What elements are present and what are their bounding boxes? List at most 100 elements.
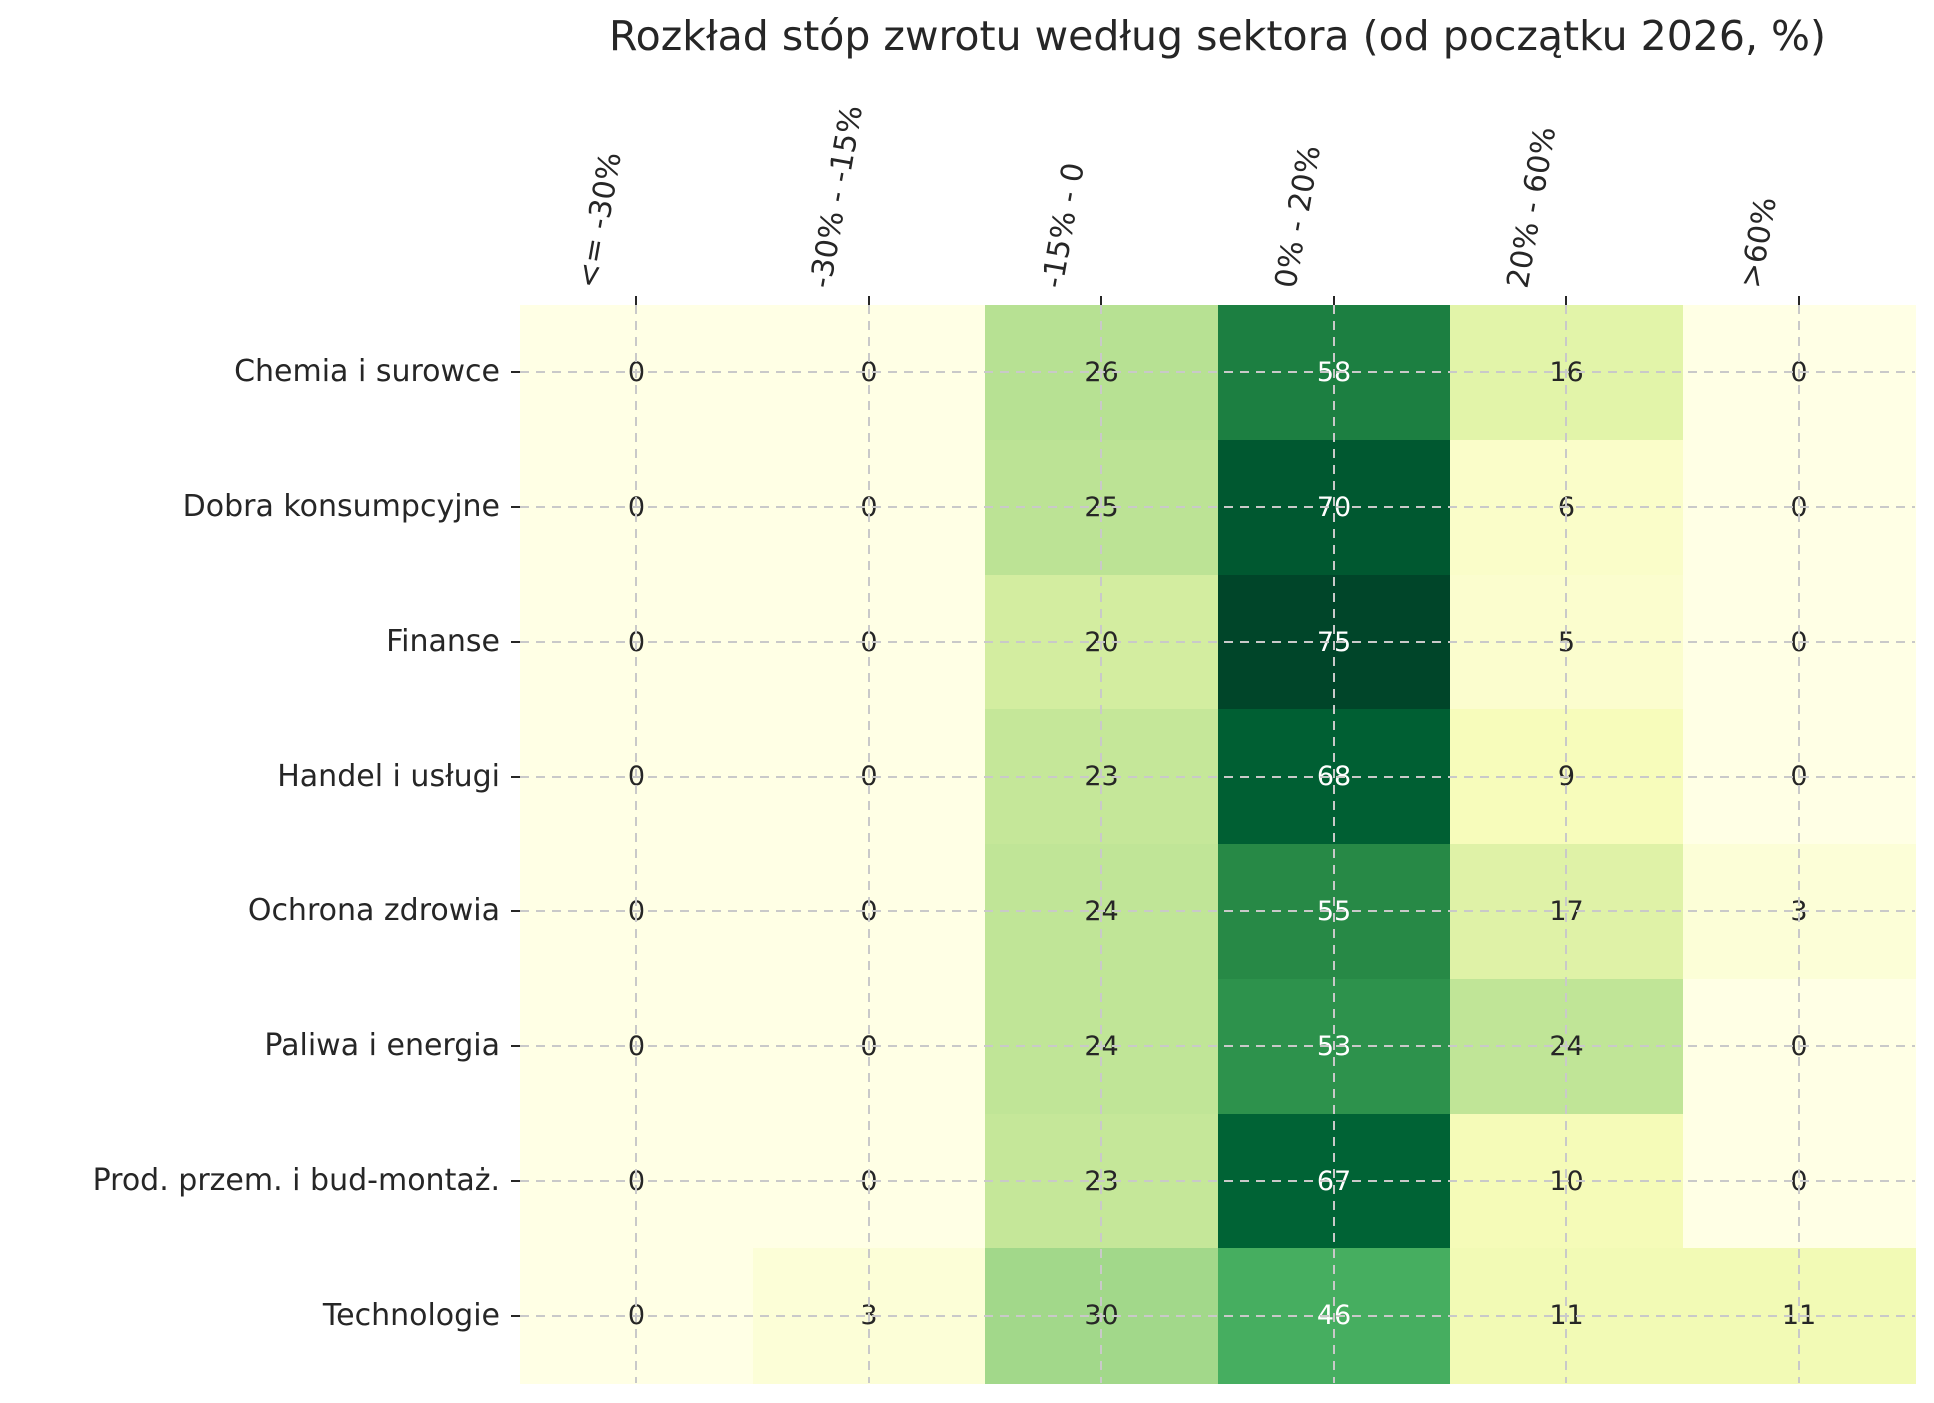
cell-value: 0: [1790, 491, 1808, 523]
heatmap-cell: 0: [520, 439, 753, 575]
cell-value: 26: [1084, 357, 1119, 389]
heatmap-cell: 26: [985, 305, 1218, 441]
x-tick: [1332, 296, 1335, 305]
heatmap-cell: 67: [1217, 1113, 1451, 1249]
heatmap-cell: 5: [1450, 574, 1683, 710]
cell-value: 9: [1557, 761, 1576, 793]
cell-value: 0: [627, 1030, 646, 1062]
cell-value: 67: [1316, 1165, 1352, 1197]
row-label: Finanse: [386, 623, 500, 659]
cell-value: 20: [1084, 626, 1119, 658]
cell-value: 0: [860, 357, 878, 389]
cell-value: 0: [1790, 626, 1808, 658]
cell-value: 0: [1790, 1030, 1808, 1062]
y-tick: [511, 910, 520, 913]
heatmap-cell: 0: [1682, 709, 1916, 845]
heatmap-cell: 17: [1450, 844, 1683, 980]
cell-value: 46: [1316, 1300, 1352, 1332]
heatmap-cell: 0: [752, 305, 986, 441]
heatmap-cell: 0: [752, 439, 986, 575]
heatmap-cell: 53: [1217, 978, 1451, 1114]
cell-value: 23: [1084, 761, 1119, 793]
plot-area: 0 0 26 58 16 0 0 0 25 70 6 0 0 0 20 75 5 0 0 0 23 68 9 0 0 0 24 55 1…: [520, 305, 1916, 1384]
column-label: >60%: [1733, 194, 1784, 291]
cell-value: 0: [627, 626, 646, 658]
cell-value: 68: [1316, 761, 1352, 793]
x-tick: [1797, 296, 1800, 305]
x-tick: [1100, 296, 1103, 305]
cell-value: 30: [1084, 1300, 1119, 1332]
cell-value: 75: [1316, 626, 1352, 658]
heatmap-cell: 25: [985, 439, 1218, 575]
cell-value: 70: [1316, 491, 1352, 523]
row-label: Chemia i surowce: [234, 354, 500, 390]
heatmap-cell: 0: [520, 844, 753, 980]
column-label: 20% - 60%: [1500, 123, 1564, 291]
heatmap-cell: 0: [752, 844, 986, 980]
heatmap-cell: 23: [985, 1113, 1218, 1249]
heatmap-cell: 0: [752, 574, 986, 710]
cell-value: 11: [1549, 1300, 1584, 1332]
heatmap-cell: 46: [1217, 1248, 1451, 1384]
heatmap-cell: 55: [1217, 844, 1451, 980]
heatmap-cell: 11: [1682, 1248, 1916, 1384]
heatmap-cell: 11: [1450, 1248, 1683, 1384]
heatmap-cell: 58: [1217, 305, 1451, 441]
cell-value: 6: [1557, 491, 1576, 523]
heatmap-cell: 24: [985, 978, 1218, 1114]
heatmap-cell: 0: [1682, 574, 1916, 710]
column-label: -15% - 0: [1035, 160, 1093, 291]
cell-value: 0: [860, 761, 878, 793]
heatmap-cell: 30: [985, 1248, 1218, 1384]
heatmap-cell: 0: [520, 978, 753, 1114]
cell-value: 0: [627, 491, 646, 523]
heatmap-cell: 3: [1682, 844, 1916, 980]
heatmap-cell: 0: [520, 305, 753, 441]
cell-value: 5: [1557, 626, 1576, 658]
cell-value: 0: [627, 896, 646, 928]
cell-value: 3: [1790, 896, 1808, 928]
cell-value: 17: [1549, 896, 1584, 928]
heatmap-cell: 68: [1217, 709, 1451, 845]
heatmap-cell: 0: [1682, 305, 1916, 441]
row-label: Paliwa i energia: [264, 1028, 500, 1064]
cell-value: 0: [1790, 761, 1808, 793]
cell-value: 3: [860, 1300, 878, 1332]
cell-value: 24: [1084, 896, 1119, 928]
heatmap-cell: 24: [985, 844, 1218, 980]
heatmap-cell: 3: [752, 1248, 986, 1384]
row-label: Technologie: [322, 1297, 500, 1333]
chart-title: Rozkład stóp zwrotu według sektora (od p…: [609, 12, 1826, 60]
x-tick: [635, 296, 638, 305]
heatmap-cell: 0: [1682, 978, 1916, 1114]
cell-value: 0: [627, 761, 646, 793]
row-label: Dobra konsumpcyjne: [182, 489, 500, 525]
cell-value: 0: [860, 1165, 878, 1197]
cell-value: 24: [1084, 1030, 1119, 1062]
heatmap-cell: 0: [520, 709, 753, 845]
heatmap-cell: 0: [520, 1113, 753, 1249]
heatmap-cell: 9: [1450, 709, 1683, 845]
heatmap-cell: 6: [1450, 439, 1683, 575]
heatmap-cell: 75: [1217, 574, 1451, 710]
cell-value: 53: [1316, 1030, 1352, 1062]
y-tick: [511, 506, 520, 509]
y-tick: [511, 371, 520, 374]
cell-value: 24: [1549, 1030, 1584, 1062]
heatmap-cell: 10: [1450, 1113, 1683, 1249]
cell-value: 0: [1790, 1165, 1808, 1197]
row-label: Prod. przem. i bud-montaż.: [92, 1162, 500, 1198]
cell-value: 0: [860, 896, 878, 928]
cell-value: 25: [1084, 491, 1119, 523]
y-tick: [511, 1045, 520, 1048]
cell-value: 23: [1084, 1165, 1119, 1197]
cell-value: 0: [627, 1300, 646, 1332]
y-tick: [511, 1179, 520, 1182]
y-tick: [511, 640, 520, 643]
cell-value: 16: [1549, 357, 1584, 389]
column-label: <= -30%: [570, 149, 630, 291]
cell-value: 0: [1790, 357, 1808, 389]
heatmap-cell: 0: [752, 709, 986, 845]
column-label: 0% - 20%: [1268, 142, 1328, 291]
cell-value: 11: [1781, 1300, 1817, 1332]
